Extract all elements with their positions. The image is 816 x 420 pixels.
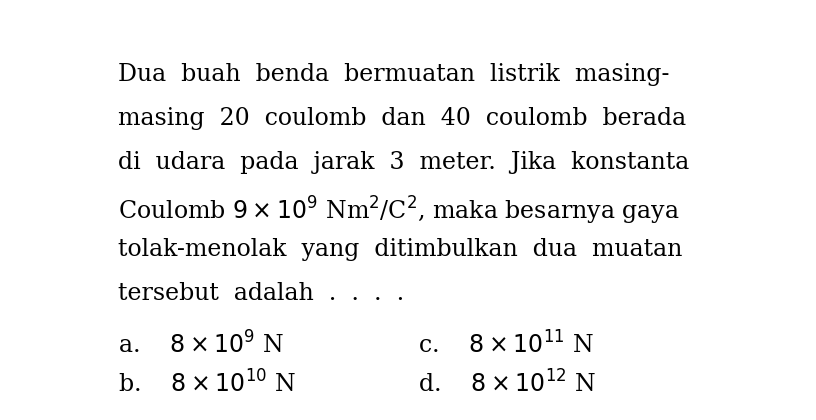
Text: masing  20  coulomb  dan  40  coulomb  berada: masing 20 coulomb dan 40 coulomb berada <box>118 107 686 130</box>
Text: Coulomb $9 \times 10^{9}$ Nm$^{2}$/C$^{2}$, maka besarnya gaya: Coulomb $9 \times 10^{9}$ Nm$^{2}$/C$^{2… <box>118 194 680 226</box>
Text: a.    $8 \times 10^{9}$ N: a. $8 \times 10^{9}$ N <box>118 332 284 359</box>
Text: d.    $8 \times 10^{12}$ N: d. $8 \times 10^{12}$ N <box>418 370 596 398</box>
Text: tolak-menolak  yang  ditimbulkan  dua  muatan: tolak-menolak yang ditimbulkan dua muata… <box>118 238 682 261</box>
Text: tersebut  adalah  .  .  .  .: tersebut adalah . . . . <box>118 282 404 304</box>
Text: di  udara  pada  jarak  3  meter.  Jika  konstanta: di udara pada jarak 3 meter. Jika konsta… <box>118 151 689 173</box>
Text: c.    $8 \times 10^{11}$ N: c. $8 \times 10^{11}$ N <box>418 332 594 359</box>
Text: Dua  buah  benda  bermuatan  listrik  masing-: Dua buah benda bermuatan listrik masing- <box>118 63 669 87</box>
Text: b.    $8 \times 10^{10}$ N: b. $8 \times 10^{10}$ N <box>118 370 295 398</box>
